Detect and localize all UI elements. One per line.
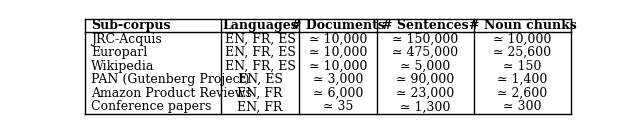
Text: # Sentences: # Sentences <box>382 19 468 32</box>
Text: EN, ES: EN, ES <box>237 73 282 86</box>
Text: EN, FR: EN, FR <box>237 100 283 113</box>
Text: ≃ 3,000: ≃ 3,000 <box>312 73 363 86</box>
Text: ≃ 475,000: ≃ 475,000 <box>392 46 458 59</box>
Text: EN, FR, ES: EN, FR, ES <box>225 60 296 73</box>
Text: EN, FR: EN, FR <box>237 87 283 100</box>
Text: Wikipedia: Wikipedia <box>91 60 154 73</box>
Text: ≃ 10,000: ≃ 10,000 <box>308 33 367 46</box>
Text: PAN (Gutenberg Project): PAN (Gutenberg Project) <box>91 73 250 86</box>
Text: EN, FR, ES: EN, FR, ES <box>225 46 296 59</box>
Text: ≃ 10,000: ≃ 10,000 <box>308 46 367 59</box>
Text: ≃ 1,300: ≃ 1,300 <box>400 100 451 113</box>
Text: ≃ 10,000: ≃ 10,000 <box>308 60 367 73</box>
Text: ≃ 150,000: ≃ 150,000 <box>392 33 458 46</box>
Text: Languages: Languages <box>222 19 298 32</box>
Text: ≃ 35: ≃ 35 <box>323 100 353 113</box>
Text: ≃ 25,600: ≃ 25,600 <box>493 46 552 59</box>
Text: JRC-Acquis: JRC-Acquis <box>91 33 162 46</box>
Text: ≃ 10,000: ≃ 10,000 <box>493 33 552 46</box>
Text: ≃ 6,000: ≃ 6,000 <box>312 87 363 100</box>
Text: ≃ 300: ≃ 300 <box>503 100 541 113</box>
Text: ≃ 5,000: ≃ 5,000 <box>400 60 451 73</box>
Text: Conference papers: Conference papers <box>91 100 211 113</box>
Text: Europarl: Europarl <box>91 46 147 59</box>
Text: # Documents: # Documents <box>291 19 385 32</box>
Text: ≃ 23,000: ≃ 23,000 <box>396 87 454 100</box>
Text: ≃ 150: ≃ 150 <box>503 60 541 73</box>
Text: # Noun chunks: # Noun chunks <box>468 19 576 32</box>
Text: Sub-corpus: Sub-corpus <box>91 19 170 32</box>
Text: ≃ 1,400: ≃ 1,400 <box>497 73 548 86</box>
Text: ≃ 2,600: ≃ 2,600 <box>497 87 548 100</box>
Text: EN, FR, ES: EN, FR, ES <box>225 33 296 46</box>
Text: ≃ 90,000: ≃ 90,000 <box>396 73 454 86</box>
Text: Amazon Product Reviews: Amazon Product Reviews <box>91 87 252 100</box>
